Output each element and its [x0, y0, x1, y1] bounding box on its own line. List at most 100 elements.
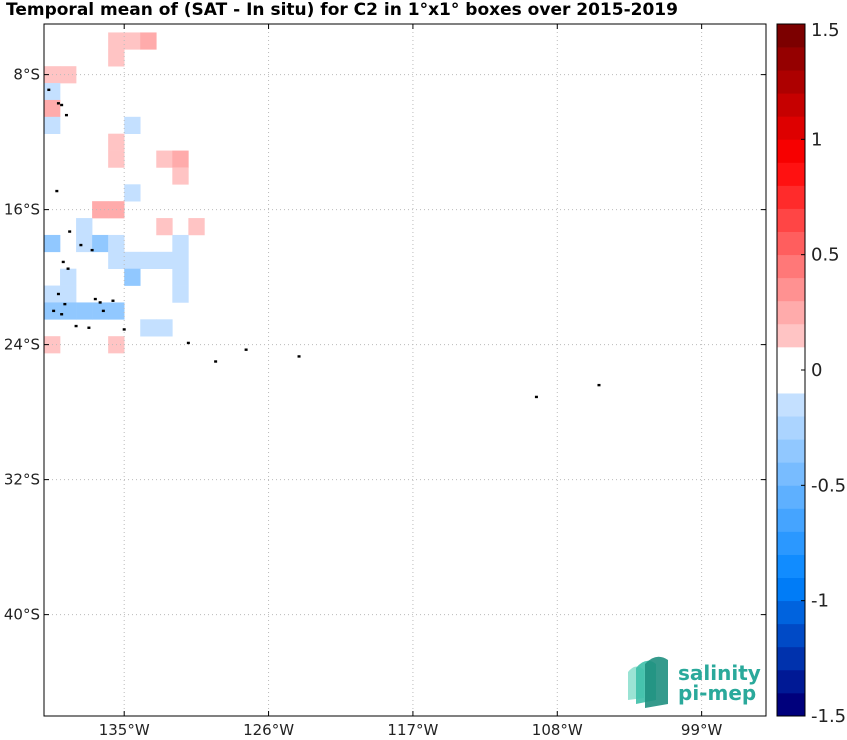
- data-cell: [108, 251, 125, 269]
- data-cell: [92, 234, 109, 253]
- island: [101, 309, 105, 313]
- data-cell: [172, 234, 189, 253]
- island: [68, 230, 72, 233]
- data-cell: [124, 116, 141, 134]
- data-cell: [140, 319, 157, 337]
- colorbar-step: [777, 116, 805, 140]
- data-cell: [172, 285, 189, 303]
- data-cell: [44, 116, 61, 134]
- colorbar-step: [777, 300, 805, 325]
- data-cell: [108, 32, 125, 50]
- colorbar-step: [777, 531, 805, 555]
- data-cell: [172, 150, 189, 168]
- colorbar-tick-label: 0: [811, 360, 822, 381]
- colorbar-step: [777, 485, 805, 509]
- colorbar-step: [777, 139, 805, 163]
- colorbar-step: [777, 646, 805, 671]
- lat-tick-label: 24°S: [4, 336, 40, 354]
- island: [297, 355, 301, 358]
- colorbar-tick-label: 1.5: [811, 20, 840, 41]
- colorbar-step: [777, 669, 805, 694]
- data-cell: [172, 167, 189, 185]
- colorbar-step: [777, 462, 805, 486]
- lon-tick-label: 108°W: [532, 721, 583, 739]
- colorbar-step: [777, 323, 805, 348]
- island: [55, 189, 59, 193]
- colorbar-step: [777, 185, 805, 209]
- data-cell: [124, 268, 141, 286]
- island: [66, 267, 70, 270]
- colorbar-step: [777, 370, 805, 394]
- colorbar-tick-label: 1: [811, 129, 822, 150]
- lat-tick-label: 8°S: [13, 66, 40, 84]
- data-cell: [76, 302, 93, 320]
- lon-tick-label: 99°W: [681, 721, 723, 739]
- data-cell: [156, 319, 173, 337]
- data-cell: [108, 133, 125, 151]
- colorbar-tick-label: -0.5: [811, 475, 846, 496]
- island: [534, 395, 538, 399]
- data-cell: [60, 268, 77, 286]
- island: [244, 348, 248, 351]
- island: [56, 102, 60, 105]
- data-cell: [60, 285, 77, 303]
- island: [74, 324, 78, 328]
- colorbar-step: [777, 346, 805, 371]
- data-cell: [108, 150, 125, 168]
- island: [56, 292, 60, 296]
- longitude-axis: 135°W 126°W 117°W 108°W 99°W: [99, 24, 723, 739]
- colorbar-step: [777, 577, 805, 602]
- colorbar-step: [777, 231, 805, 256]
- island: [98, 301, 102, 304]
- data-cell: [156, 251, 173, 269]
- logo-line2: pi-mep: [678, 681, 756, 705]
- data-cell: [76, 218, 93, 236]
- colorbar-step: [777, 93, 805, 117]
- colorbar-step: [777, 254, 805, 279]
- colorbar-step: [777, 162, 805, 186]
- colorbar-step: [777, 47, 805, 71]
- data-cell: [44, 285, 61, 303]
- data-cell: [108, 234, 125, 253]
- island: [52, 309, 56, 313]
- island: [47, 88, 51, 92]
- data-cell: [108, 49, 125, 67]
- data-cell: [172, 251, 189, 269]
- logo-waves-icon: [628, 656, 668, 708]
- island: [61, 260, 65, 264]
- colorbar-step: [777, 70, 805, 94]
- data-cell: [44, 99, 61, 118]
- island: [214, 360, 218, 363]
- island: [122, 328, 126, 331]
- logo-line1: salinity: [678, 661, 761, 685]
- colorbar-step: [777, 393, 805, 417]
- data-cell: [44, 234, 61, 253]
- island: [60, 103, 64, 107]
- lon-tick-label: 126°W: [243, 721, 294, 739]
- colorbar-tick-label: -1: [811, 591, 829, 612]
- data-cell: [92, 302, 109, 320]
- lat-tick-label: 40°S: [4, 606, 40, 624]
- data-cell: [124, 32, 141, 50]
- colorbar-tick-label: 0.5: [811, 245, 840, 266]
- map-frame: [43, 23, 767, 717]
- data-cell: [156, 218, 173, 236]
- island: [90, 248, 94, 252]
- lon-tick-label: 135°W: [99, 721, 150, 739]
- island: [93, 297, 97, 301]
- map-title: Temporal mean of (SAT - In situ) for C2 …: [6, 0, 678, 20]
- colorbar-step: [777, 416, 805, 440]
- colorbar-step: [777, 692, 805, 717]
- colorbar-tick-label: -1.5: [811, 706, 846, 727]
- island: [186, 341, 190, 345]
- island: [63, 302, 67, 306]
- island: [79, 243, 83, 247]
- data-cell: [140, 251, 157, 269]
- island: [87, 326, 91, 329]
- colorbar-step: [777, 554, 805, 578]
- island: [64, 113, 68, 117]
- data-cell: [140, 32, 157, 50]
- data-cell: [188, 218, 205, 236]
- colorbar-ticks: 1.5 1 0.5 0 -0.5 -1 -1.5: [801, 20, 846, 727]
